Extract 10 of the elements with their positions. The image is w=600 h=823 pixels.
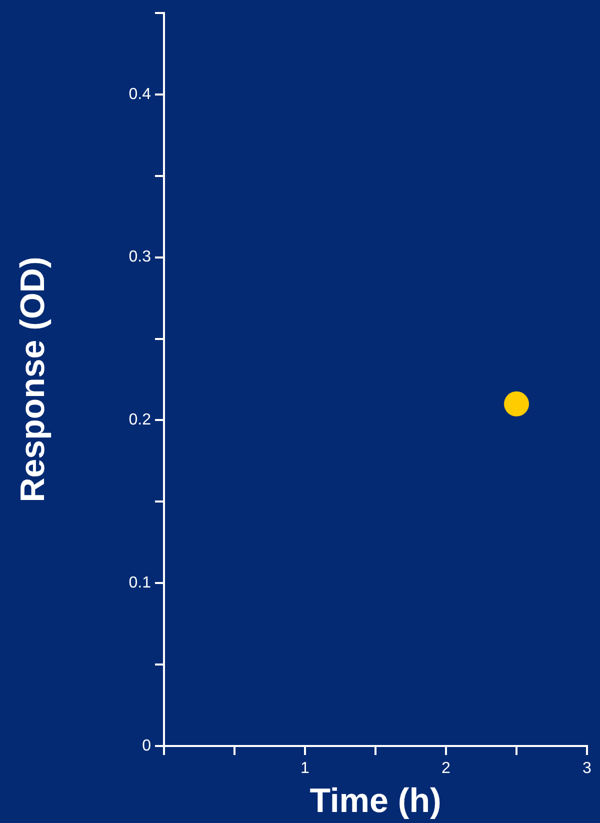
x-tick-label: 2 [442,760,451,778]
y-axis-title: Response (OD) [14,256,52,502]
y-tick-label: 0 [142,737,152,754]
y-tick-label: 0.3 [128,248,152,266]
y-tick-label: 0.1 [128,574,152,592]
x-tick-label: 3 [582,760,592,778]
y-tick-label: 0.4 [128,86,152,103]
y-tick-label: 0.2 [128,412,152,429]
x-tick-label: 1 [300,760,310,778]
x-axis-title: Time (h) [310,782,442,820]
